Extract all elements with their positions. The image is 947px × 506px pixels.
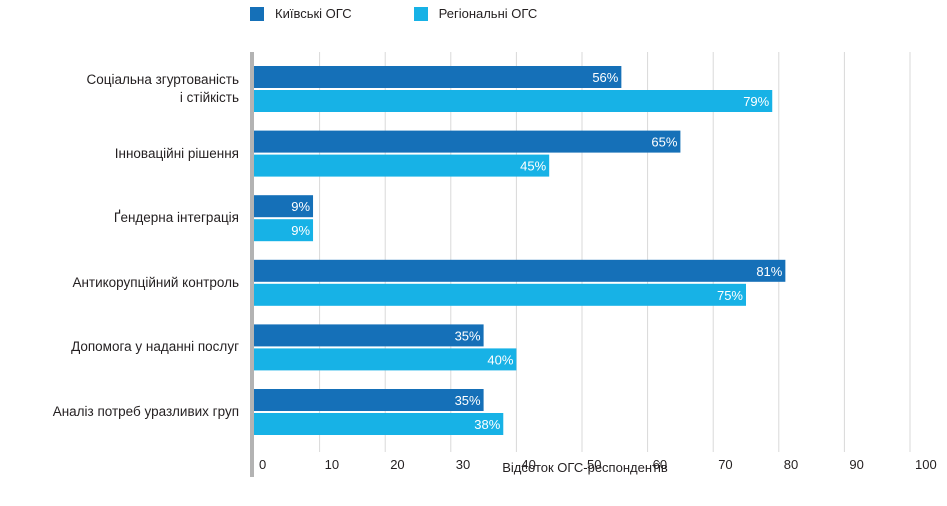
category-label-4: Допомога у наданні послуг <box>71 338 239 356</box>
data-label-kyiv-5: 35% <box>455 393 481 408</box>
category-label-2: Ґендерна інтеграція <box>114 209 239 227</box>
legend-item-kyiv: Київські ОГС <box>250 6 352 22</box>
data-label-kyiv-2: 9% <box>291 199 310 214</box>
bar-regional-3 <box>254 283 746 306</box>
bar-regional-1 <box>254 154 550 177</box>
category-label-5: Аналіз потреб уразливих груп <box>53 403 239 421</box>
category-label-line: і стійкість <box>179 90 239 105</box>
x-tick-label-20: 20 <box>390 457 404 472</box>
x-tick-label-40: 40 <box>521 457 535 472</box>
category-label-0: Соціальна згуртованість і стійкість <box>86 71 239 107</box>
legend-item-regional: Регіональні ОГС <box>413 6 538 22</box>
legend-swatch-regional <box>413 7 428 21</box>
bar-regional-0 <box>254 90 773 112</box>
bar-kyiv-3 <box>254 259 786 282</box>
bar-kyiv-5 <box>254 389 484 411</box>
x-tick-label-30: 30 <box>456 457 470 472</box>
x-tick-label-0: 0 <box>259 457 266 472</box>
category-label-line: Антикорупційний контроль <box>72 274 239 290</box>
bar-kyiv-4 <box>254 324 484 347</box>
data-label-regional-0: 79% <box>743 94 769 109</box>
category-label-1: Інноваційні рішення <box>115 145 239 163</box>
bar-kyiv-2 <box>254 195 314 218</box>
data-label-kyiv-3: 81% <box>756 264 782 279</box>
legend-label-kyiv: Київські ОГС <box>275 6 352 21</box>
category-label-line: Допомога у наданні послуг <box>71 339 239 355</box>
x-tick-label-80: 80 <box>784 457 798 472</box>
data-label-kyiv-1: 65% <box>651 135 677 150</box>
data-label-regional-2: 9% <box>291 223 310 238</box>
x-tick-label-10: 10 <box>325 457 339 472</box>
category-label-3: Антикорупційний контроль <box>72 274 239 292</box>
category-label-line: Ґендерна інтеграція <box>113 210 239 226</box>
x-tick-label-90: 90 <box>849 457 863 472</box>
legend-label-regional: Регіональні ОГС <box>438 6 538 21</box>
bar-regional-2 <box>254 219 314 242</box>
bar-regional-5 <box>254 413 504 435</box>
legend: Київські ОГС Регіональні ОГС <box>250 6 599 22</box>
category-label-line: Соціальна згуртованість <box>86 72 239 87</box>
data-label-regional-3: 75% <box>717 288 743 303</box>
x-tick-label-60: 60 <box>653 457 667 472</box>
category-label-line: Аналіз потреб уразливих груп <box>52 404 239 419</box>
bar-regional-4 <box>254 348 517 371</box>
data-label-regional-5: 38% <box>474 417 500 432</box>
x-tick-label-100: 100 <box>915 457 937 472</box>
data-label-kyiv-0: 56% <box>592 70 618 85</box>
x-tick-label-50: 50 <box>587 457 601 472</box>
x-axis-title: Відсоток ОГС-респондентів <box>502 460 668 475</box>
legend-swatch-kyiv <box>250 7 264 21</box>
data-label-regional-4: 40% <box>487 352 513 367</box>
category-label-line: Інноваційні рішення <box>114 145 239 161</box>
bar-kyiv-0 <box>254 66 622 88</box>
bar-kyiv-1 <box>254 130 681 153</box>
data-label-regional-1: 45% <box>520 159 546 174</box>
data-label-kyiv-4: 35% <box>455 328 481 343</box>
x-tick-label-70: 70 <box>718 457 732 472</box>
